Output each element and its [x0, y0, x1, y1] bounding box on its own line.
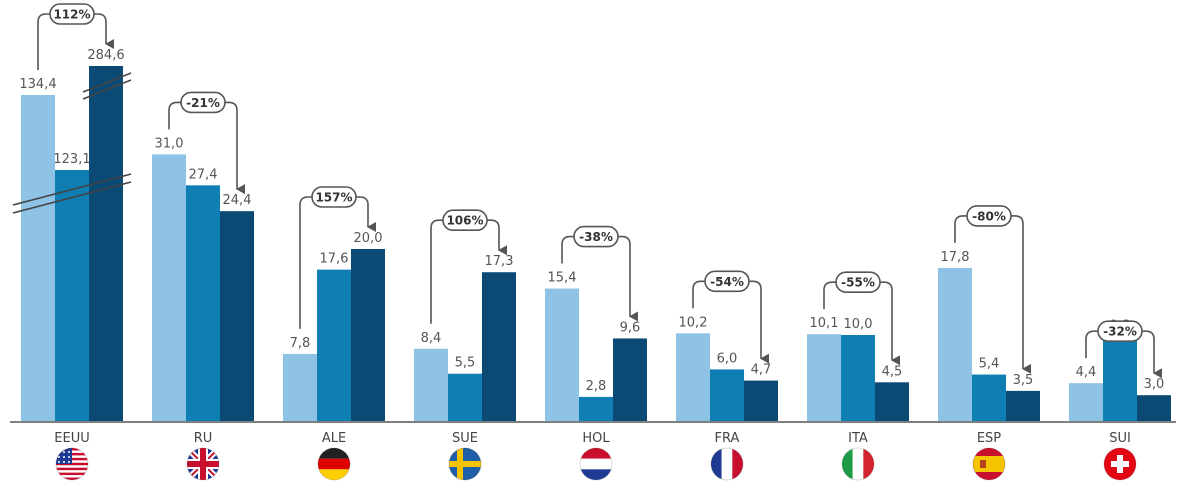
value-label-fra-series1: 10,2 — [679, 315, 708, 330]
axis-break-mark — [82, 79, 132, 100]
value-label-esp-series3: 3,5 — [1013, 373, 1034, 388]
axis-break-mark — [82, 72, 132, 93]
flag-spain-icon — [972, 447, 1006, 481]
value-label-sue-series3: 17,3 — [485, 254, 514, 269]
change-label-ale: 157% — [315, 191, 352, 205]
bar-fra-series1 — [676, 333, 710, 421]
bar-ru-series3 — [220, 211, 254, 421]
bar-sui-series2 — [1103, 336, 1137, 421]
category-label-sue: SUE — [452, 431, 478, 446]
bar-esp-series1 — [938, 267, 972, 421]
value-label-ru-series1: 31,0 — [155, 136, 184, 151]
bar-sui-series3 — [1137, 395, 1171, 421]
change-badge-hol — [573, 225, 619, 248]
value-label-esp-series2: 5,4 — [979, 357, 1000, 372]
value-label-fra-series3: 4,7 — [751, 363, 772, 378]
change-label-ita: -55% — [841, 276, 875, 290]
value-label-ru-series2: 27,4 — [189, 167, 218, 182]
change-badge-sue — [442, 209, 488, 232]
category-label-ita: ITA — [848, 431, 868, 446]
flag-france-icon — [710, 447, 744, 481]
flag-switzerland-icon — [1103, 447, 1137, 481]
value-label-ita-series1: 10,1 — [810, 316, 839, 331]
bar-sui-series1 — [1069, 383, 1103, 421]
value-label-hol-series1: 15,4 — [548, 271, 577, 286]
category-label-eeuu: EEUU — [54, 431, 89, 446]
change-label-eeuu: 112% — [53, 8, 90, 22]
bar-esp-series3 — [1006, 390, 1040, 421]
value-label-ale-series2: 17,6 — [320, 252, 349, 267]
category-label-esp: ESP — [977, 431, 1001, 446]
bar-ale-series3 — [351, 249, 385, 421]
bar-ru-series2 — [186, 185, 220, 421]
bar-eeuu-series1 — [21, 95, 55, 421]
flag-italy-icon — [841, 447, 875, 481]
bar-ru-series1 — [152, 154, 186, 421]
value-label-eeuu-series2: 123,1 — [53, 152, 90, 167]
axis-break-mark — [12, 181, 132, 214]
change-label-sui: -32% — [1103, 325, 1137, 339]
change-badge-ale — [311, 186, 357, 208]
value-label-eeuu-series3: 284,6 — [87, 48, 124, 63]
flag-uk-icon — [186, 447, 220, 481]
bar-eeuu-series3 — [89, 66, 123, 421]
bar-ale-series2 — [317, 269, 351, 421]
flag-usa-icon — [55, 447, 89, 481]
bar-ita-series2 — [841, 335, 875, 421]
change-label-ru: -21% — [186, 96, 220, 110]
value-label-ru-series3: 24,4 — [223, 193, 252, 208]
change-badge-fra — [704, 270, 750, 293]
flag-sweden-icon — [448, 447, 482, 481]
bar-hol-series2 — [579, 396, 613, 421]
change-badge-eeuu — [49, 3, 95, 25]
axis-break-mark — [12, 173, 132, 206]
flag-germany-icon — [317, 447, 351, 481]
value-label-sui-series3: 3,0 — [1144, 377, 1165, 392]
value-label-ita-series2: 10,0 — [844, 317, 873, 332]
value-label-sue-series2: 5,5 — [455, 356, 476, 371]
bar-sue-series2 — [448, 373, 482, 421]
category-label-sui: SUI — [1109, 431, 1131, 446]
change-label-esp: -80% — [972, 209, 1006, 223]
value-label-sui-series1: 4,4 — [1076, 365, 1097, 380]
change-label-sue: 106% — [446, 214, 483, 228]
bar-eeuu-series2 — [55, 170, 89, 421]
bar-ale-series1 — [283, 353, 317, 421]
value-label-hol-series2: 2,8 — [586, 379, 607, 394]
category-label-hol: HOL — [582, 431, 610, 446]
bar-sue-series3 — [482, 272, 516, 421]
category-label-ru: RU — [194, 431, 213, 446]
bar-fra-series3 — [744, 380, 778, 421]
bar-sue-series1 — [414, 348, 448, 421]
flag-netherlands-icon — [579, 447, 613, 481]
bar-hol-series3 — [613, 338, 647, 421]
value-label-ale-series1: 7,8 — [290, 336, 311, 351]
value-label-ale-series3: 20,0 — [354, 231, 383, 246]
value-label-eeuu-series1: 134,4 — [19, 77, 56, 92]
value-label-fra-series2: 6,0 — [717, 351, 738, 366]
value-label-sue-series1: 8,4 — [421, 331, 442, 346]
change-badge-esp — [966, 205, 1012, 227]
change-badge-sui — [1097, 320, 1143, 342]
bar-ita-series1 — [807, 334, 841, 421]
change-label-hol: -38% — [579, 230, 613, 244]
category-label-ale: ALE — [322, 431, 346, 446]
bar-hol-series1 — [545, 288, 579, 421]
bar-ita-series3 — [875, 382, 909, 421]
change-badge-ru — [180, 91, 226, 114]
category-label-fra: FRA — [715, 431, 740, 446]
value-label-hol-series3: 9,6 — [620, 320, 641, 335]
change-label-fra: -54% — [710, 275, 744, 289]
bar-esp-series2 — [972, 374, 1006, 421]
value-label-esp-series1: 17,8 — [941, 250, 970, 265]
value-label-ita-series3: 4,5 — [882, 364, 903, 379]
change-badge-ita — [835, 271, 881, 293]
bar-fra-series2 — [710, 369, 744, 421]
